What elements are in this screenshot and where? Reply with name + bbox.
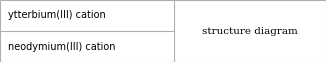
Text: neodymium(III) cation: neodymium(III) cation [8, 41, 116, 52]
Text: structure diagram: structure diagram [202, 26, 298, 36]
Text: ytterbium(III) cation: ytterbium(III) cation [8, 10, 106, 20]
